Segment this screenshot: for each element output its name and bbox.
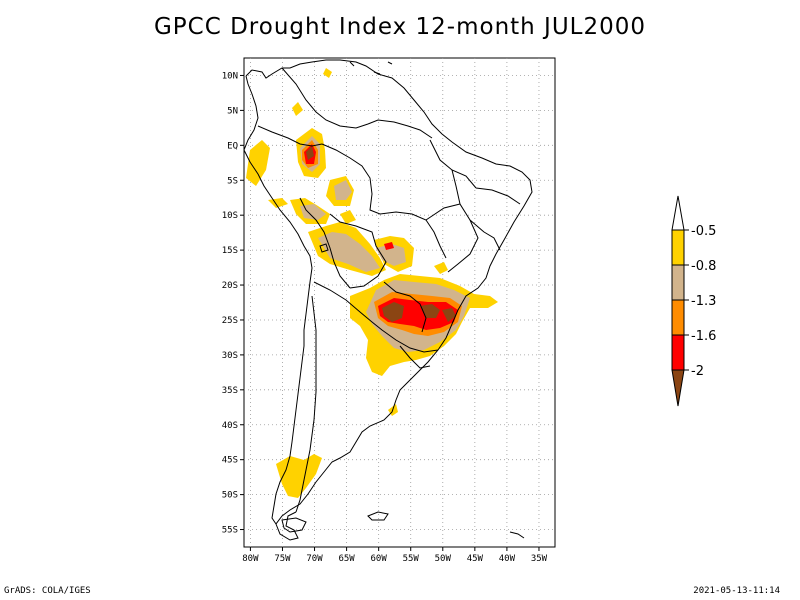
lon-label: 65W bbox=[338, 554, 355, 564]
lon-label: 45W bbox=[467, 554, 484, 564]
coastlines bbox=[243, 59, 533, 541]
lat-label: 55S bbox=[222, 526, 238, 536]
legend-top-triangle bbox=[671, 195, 685, 231]
lat-label: 35S bbox=[222, 386, 238, 396]
inner-brazil-borders bbox=[425, 139, 521, 273]
shade-yellow bbox=[246, 68, 498, 498]
border-paraguay-brazil bbox=[383, 281, 427, 333]
lat-label: 5N bbox=[227, 106, 238, 116]
border-colombia-venezuela bbox=[281, 67, 369, 129]
drought-shading bbox=[246, 68, 498, 498]
legend-ticks bbox=[684, 229, 689, 371]
lon-label: 55W bbox=[403, 554, 420, 564]
footer-timestamp: 2021-05-13-11:14 bbox=[693, 586, 780, 596]
border-guianas bbox=[367, 119, 433, 139]
south-georgia bbox=[509, 531, 525, 539]
border-chile-argentina bbox=[295, 295, 317, 513]
border-peru-bolivia bbox=[299, 197, 351, 289]
lat-label: 10S bbox=[222, 211, 238, 221]
lat-label: 30S bbox=[222, 351, 238, 361]
legend-colorbar: -0.5 -0.8 -1.3 -1.6 -2 bbox=[671, 195, 716, 407]
lon-label: 40W bbox=[499, 554, 516, 564]
legend-label-2: -0.8 bbox=[691, 259, 716, 274]
lat-label: EQ bbox=[227, 141, 238, 151]
shade-brown bbox=[306, 146, 456, 322]
lat-label: 50S bbox=[222, 491, 238, 501]
lon-label: 50W bbox=[435, 554, 452, 564]
south-america-outline bbox=[245, 59, 533, 541]
tierra-del-fuego bbox=[281, 517, 307, 533]
border-bolivia-paraguay bbox=[329, 213, 387, 289]
border-uruguay bbox=[399, 345, 431, 369]
legend-label-5: -2 bbox=[691, 364, 704, 379]
lon-label: 75W bbox=[274, 554, 291, 564]
lake-titicaca bbox=[319, 243, 329, 253]
map-title: GPCC Drought Index 12-month JUL2000 bbox=[153, 14, 647, 40]
legend-box-red bbox=[671, 334, 685, 371]
lat-label: 25S bbox=[222, 316, 238, 326]
lat-label: 10N bbox=[222, 71, 238, 81]
falklands bbox=[367, 511, 389, 521]
lon-label: 80W bbox=[242, 554, 259, 564]
border-argentina bbox=[313, 281, 439, 353]
border-colombia-south bbox=[257, 125, 323, 147]
lat-label: 40S bbox=[222, 421, 238, 431]
lat-label: 20S bbox=[222, 281, 238, 291]
trinidad-islands bbox=[349, 61, 393, 75]
legend-box-orange bbox=[671, 299, 685, 336]
legend-bottom-triangle bbox=[671, 369, 685, 407]
legend-box-tan bbox=[671, 264, 685, 301]
legend-label-1: -0.5 bbox=[691, 224, 716, 239]
lat-label: 5S bbox=[227, 176, 238, 186]
border-brazil-west bbox=[321, 143, 447, 259]
legend-box-yellow bbox=[671, 229, 685, 266]
lon-label: 35W bbox=[531, 554, 548, 564]
longitude-labels: 80W 75W 70W 65W 60W 55W 50W 45W 40W 35W bbox=[242, 547, 548, 564]
map-frame bbox=[243, 57, 556, 548]
lon-label: 60W bbox=[371, 554, 388, 564]
footer-grads-credit: GrADS: COLA/IGES bbox=[4, 586, 91, 596]
lat-label: 15S bbox=[222, 246, 238, 256]
legend-label-4: -1.6 bbox=[691, 329, 716, 344]
lon-label: 70W bbox=[306, 554, 323, 564]
west-coast bbox=[243, 75, 313, 525]
lat-label: 45S bbox=[222, 456, 238, 466]
latitude-labels: 10N 5N EQ 5S 10S 15S 20S 25S 30S 35S 40S 45S 50S 55S bbox=[222, 71, 244, 536]
legend-label-3: -1.3 bbox=[691, 294, 716, 309]
